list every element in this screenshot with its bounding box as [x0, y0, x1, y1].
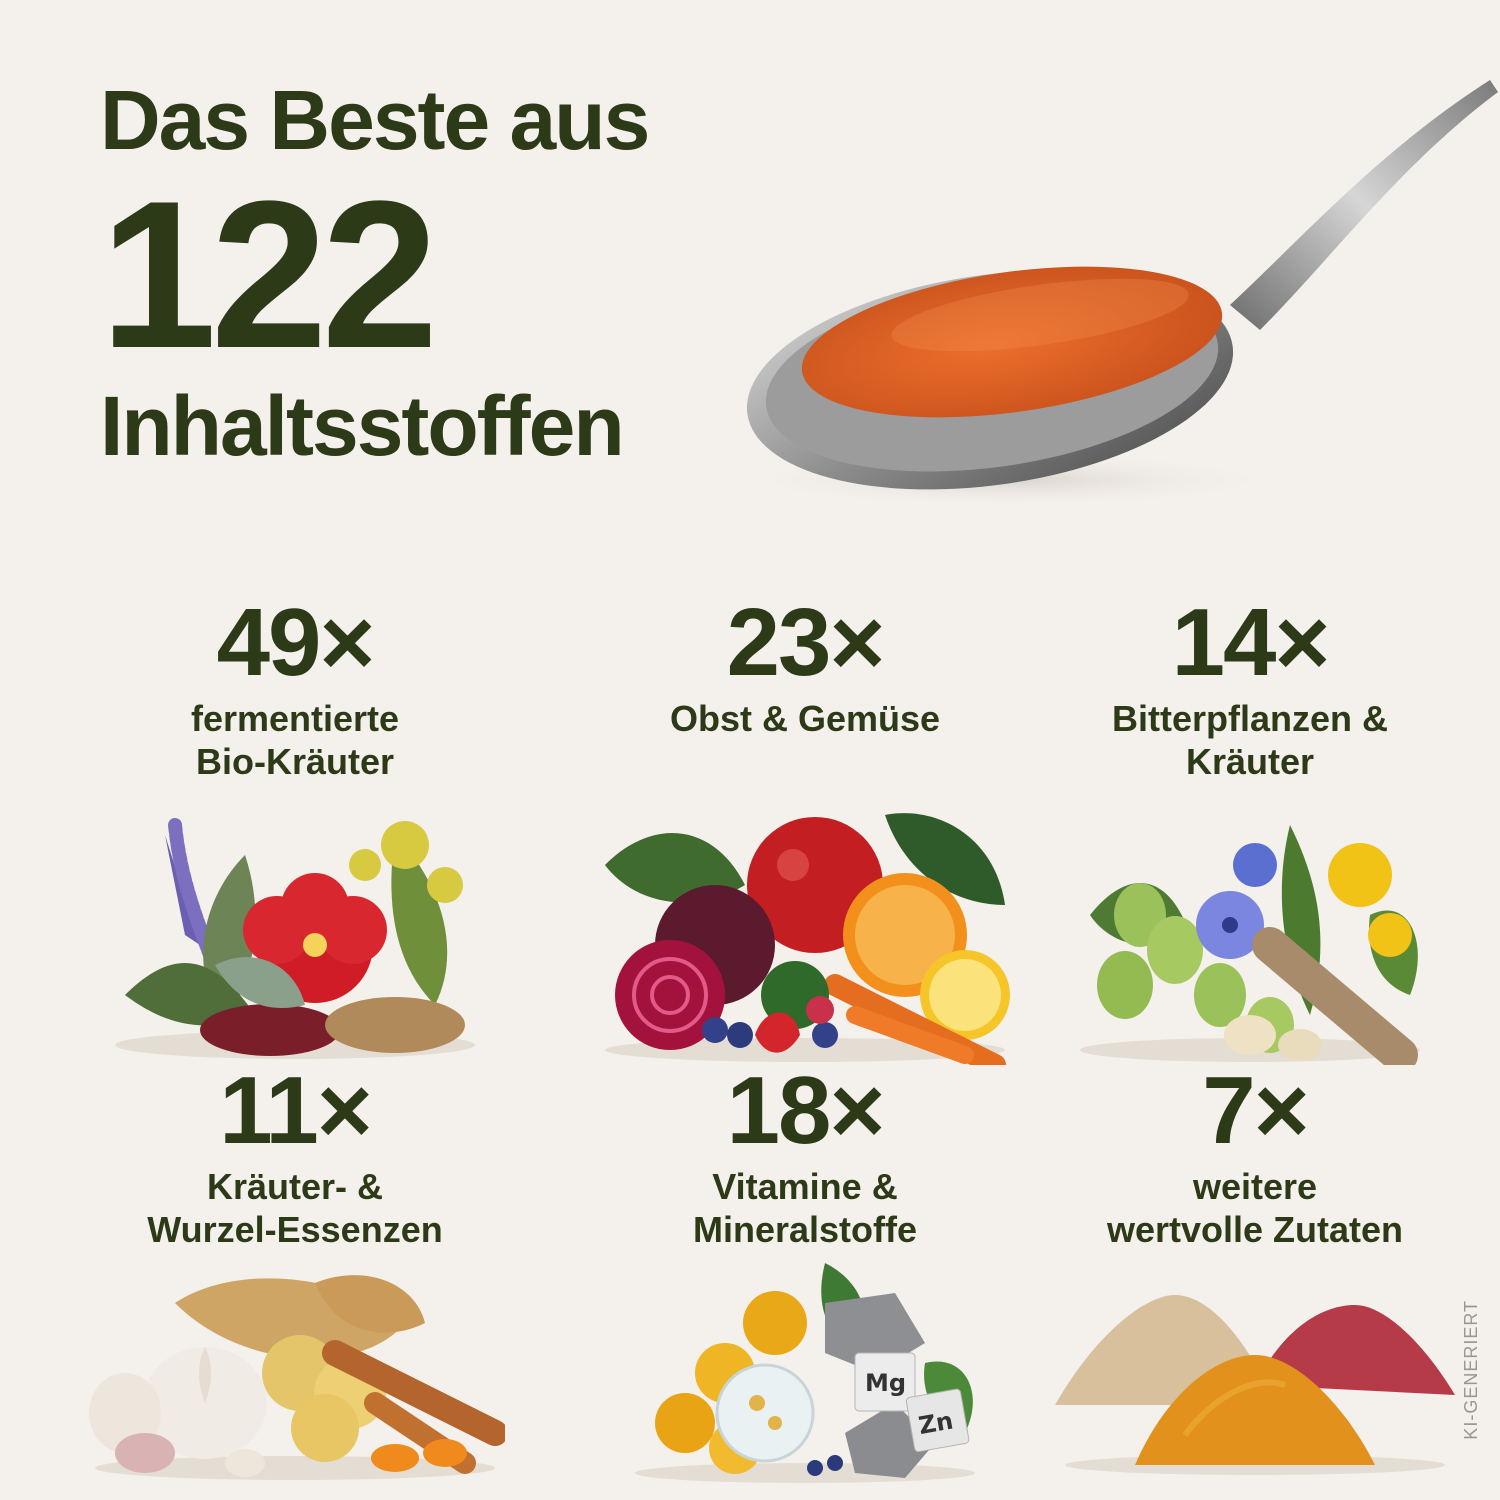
category-count: 49× — [216, 589, 376, 696]
category-label-line1: Bitterpflanzen & — [1111, 698, 1388, 739]
category-herbs: 49× fermentierte Bio-Kräuter — [65, 595, 525, 1065]
headline-line3: Inhaltsstoffen — [100, 379, 625, 473]
roots-icon — [89, 1275, 505, 1480]
category-label: fermentierte Bio-Kräuter — [65, 697, 525, 783]
category-count: 11× — [219, 1057, 373, 1164]
category-fruit-vegetables: 23× Obst & Gemüse — [575, 595, 1035, 1065]
headline-number: 122 — [100, 157, 438, 392]
fruit-vegetables-icon — [605, 813, 1010, 1065]
bitter-plants-icon — [1080, 825, 1420, 1065]
category-label-line2: Bio-Kräuter — [195, 741, 395, 782]
spoon-illustration — [740, 80, 1498, 508]
category-label: weitere wertvolle Zutaten — [1025, 1165, 1485, 1251]
category-bitter-plants: 14× Bitterpflanzen & Kräuter — [1020, 595, 1480, 1065]
category-label: Bitterpflanzen & Kräuter — [1020, 697, 1480, 783]
category-count: 23× — [726, 589, 886, 696]
category-label: Obst & Gemüse — [575, 697, 1035, 740]
category-label-line2: Mineralstoffe — [692, 1209, 918, 1250]
category-label: Vitamine & Mineralstoffe — [575, 1165, 1035, 1251]
ai-generated-badge: KI-GENERIERT — [1461, 1300, 1481, 1440]
headline-line1: Das Beste aus — [100, 73, 650, 167]
category-powders: 7× weitere wertvolle Zutaten — [1025, 1063, 1485, 1475]
category-label-line2: Wurzel-Essenzen — [147, 1209, 443, 1250]
zn-tag: Zn — [916, 1406, 955, 1440]
category-count: 18× — [726, 1057, 886, 1164]
category-label-line1: weitere — [1192, 1166, 1318, 1207]
vitamins-minerals-icon: Mg Zn — [635, 1263, 975, 1483]
category-vitamins-minerals: 18× Vitamine & Mineralstoffe Mg Zn — [575, 1063, 1035, 1483]
category-label-line1: Kräuter- & — [206, 1166, 384, 1207]
category-label-line2: Kräuter — [1185, 741, 1315, 782]
headline: Das Beste aus 122 Inhaltsstoffen — [100, 73, 650, 473]
category-label: Kräuter- & Wurzel-Essenzen — [65, 1165, 525, 1251]
category-label-line1: Vitamine & — [712, 1166, 898, 1207]
category-roots: 11× Kräuter- & Wurzel-Essenzen — [65, 1063, 525, 1483]
mg-tag: Mg — [865, 1369, 906, 1397]
herbs-icon — [115, 818, 475, 1059]
category-count: 7× — [1202, 1057, 1309, 1164]
category-label-line1: Obst & Gemüse — [669, 698, 941, 739]
category-count: 14× — [1171, 589, 1331, 696]
category-label-line1: fermentierte — [190, 698, 400, 739]
powders-icon — [1055, 1295, 1455, 1475]
category-label-line2: wertvolle Zutaten — [1106, 1209, 1404, 1250]
